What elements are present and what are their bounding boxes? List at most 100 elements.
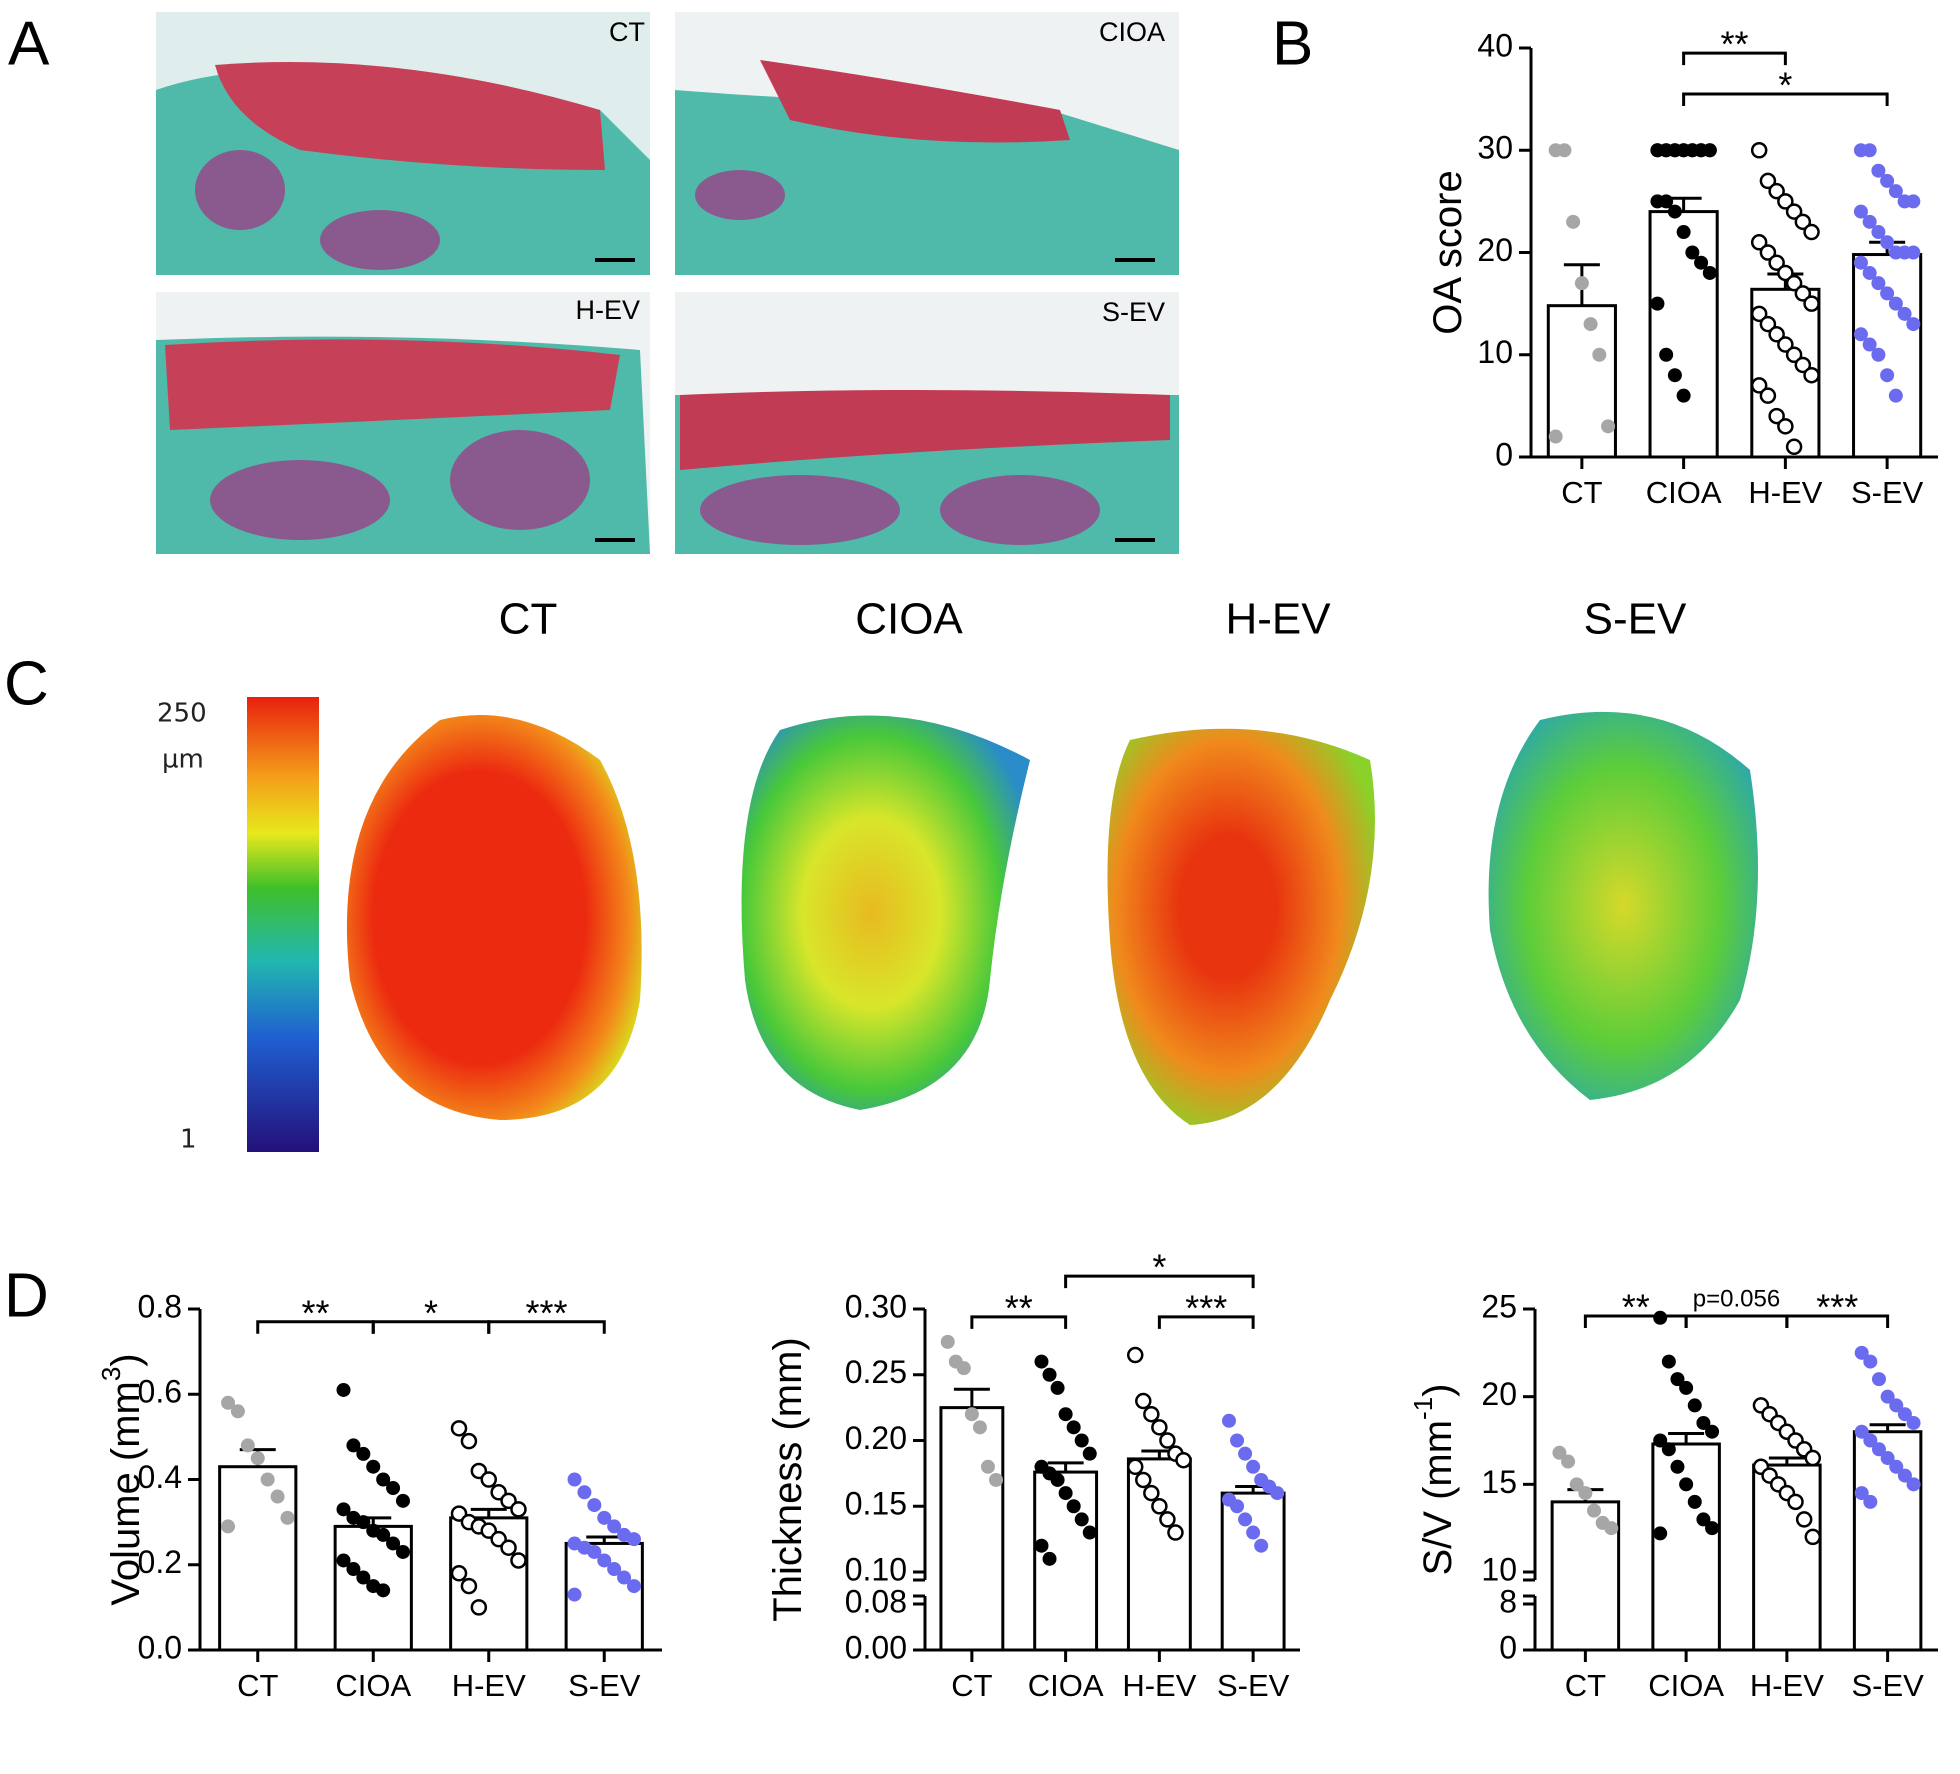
data-point bbox=[1661, 1354, 1676, 1369]
thickness-map bbox=[346, 715, 642, 1120]
group-title: CT bbox=[499, 595, 558, 644]
data-point bbox=[1768, 182, 1785, 200]
x-tick-label: H-EV bbox=[1750, 1668, 1824, 1703]
y-axis-label-part: S/V (mm bbox=[1416, 1420, 1460, 1576]
data-point bbox=[1888, 296, 1903, 311]
x-tick-label: H-EV bbox=[1122, 1668, 1196, 1703]
data-point bbox=[989, 1472, 1004, 1487]
significance-label: ** bbox=[301, 1292, 329, 1333]
scale-max: 250 bbox=[157, 699, 207, 729]
significance-bracket bbox=[970, 1315, 1068, 1329]
data-point bbox=[1696, 1415, 1711, 1430]
data-point bbox=[1777, 193, 1794, 210]
data-point bbox=[1759, 387, 1777, 404]
panel-label: B bbox=[1272, 9, 1313, 78]
data-point bbox=[1862, 143, 1877, 158]
data-point bbox=[221, 1519, 236, 1534]
data-point bbox=[230, 1404, 245, 1419]
data-point bbox=[1659, 194, 1674, 209]
group-title: S-EV bbox=[1584, 595, 1687, 644]
significance-label: * bbox=[1152, 1247, 1166, 1288]
data-point bbox=[1871, 163, 1886, 178]
data-point bbox=[1230, 1499, 1245, 1514]
data-point bbox=[1871, 347, 1886, 362]
x-tick-label: CIOA bbox=[335, 1668, 411, 1703]
data-point bbox=[1785, 346, 1803, 363]
error-bar bbox=[1047, 1461, 1084, 1473]
data-point bbox=[1676, 388, 1691, 403]
data-point bbox=[1246, 1525, 1261, 1540]
data-point bbox=[1880, 173, 1895, 188]
data-point bbox=[1246, 1459, 1261, 1474]
y-axis-label-part: -1 bbox=[1408, 1397, 1438, 1420]
data-point bbox=[1803, 223, 1820, 241]
x-tick-label: S-EV bbox=[1851, 1668, 1924, 1703]
y-axis-label: Thickness (mm) bbox=[766, 1337, 810, 1621]
data-point bbox=[1592, 347, 1607, 362]
significance-label: *** bbox=[1185, 1287, 1227, 1328]
y-axis-label-part: Thickness (mm) bbox=[766, 1337, 810, 1621]
data-point bbox=[1687, 1494, 1702, 1509]
x-tick-label: CIOA bbox=[1028, 1668, 1104, 1703]
y-axis-label-part: Volume (mm bbox=[104, 1381, 148, 1606]
scale-min: 1 bbox=[180, 1125, 197, 1155]
data-point bbox=[1777, 336, 1794, 353]
data-point bbox=[1906, 1415, 1921, 1430]
data-point bbox=[1552, 1445, 1567, 1460]
data-point bbox=[1566, 214, 1581, 229]
x-tick-label: CT bbox=[1561, 475, 1602, 510]
data-point bbox=[1587, 1503, 1602, 1518]
data-point bbox=[1694, 255, 1709, 270]
data-point bbox=[1126, 1346, 1144, 1364]
data-point bbox=[1561, 1454, 1576, 1469]
data-point bbox=[1785, 274, 1803, 292]
data-point bbox=[626, 1532, 641, 1547]
data-point bbox=[510, 1501, 527, 1518]
data-point bbox=[1679, 1477, 1694, 1492]
data-point bbox=[1569, 1477, 1584, 1492]
data-point bbox=[356, 1570, 371, 1585]
x-tick-label: H-EV bbox=[452, 1668, 526, 1703]
data-point bbox=[1889, 1459, 1904, 1474]
data-point bbox=[1238, 1512, 1253, 1527]
data-point bbox=[336, 1382, 351, 1397]
data-point bbox=[1888, 388, 1903, 403]
y-tick-label: 25 bbox=[1481, 1288, 1517, 1324]
data-point bbox=[980, 1459, 995, 1474]
data-point bbox=[1702, 265, 1717, 280]
significance-label: p=0.056 bbox=[1693, 1285, 1780, 1312]
data-point bbox=[626, 1579, 641, 1594]
data-point bbox=[376, 1527, 391, 1542]
error-bar bbox=[1668, 1431, 1705, 1445]
data-point bbox=[1066, 1420, 1081, 1435]
data-point bbox=[1143, 1405, 1160, 1423]
data-point bbox=[395, 1544, 410, 1559]
y-tick-label: 0 bbox=[1499, 1629, 1517, 1665]
significance-bracket bbox=[1682, 51, 1787, 66]
data-point bbox=[1777, 418, 1794, 435]
significance-bracket bbox=[1682, 92, 1889, 107]
data-point bbox=[1897, 306, 1912, 321]
data-point bbox=[1135, 1392, 1152, 1410]
data-point bbox=[1906, 317, 1921, 332]
data-point bbox=[1604, 1521, 1619, 1536]
data-point bbox=[395, 1493, 410, 1508]
data-point bbox=[1750, 142, 1768, 159]
data-point bbox=[1659, 347, 1674, 362]
data-point bbox=[1862, 337, 1877, 352]
bar bbox=[1126, 1457, 1192, 1652]
y-tick-label: 30 bbox=[1477, 130, 1513, 166]
data-point bbox=[940, 1334, 955, 1349]
data-point bbox=[617, 1570, 632, 1585]
data-point bbox=[1871, 1372, 1886, 1387]
y-tick-label: 0.30 bbox=[845, 1288, 907, 1324]
data-point bbox=[1787, 1493, 1804, 1511]
data-point bbox=[470, 1599, 488, 1616]
data-point bbox=[972, 1420, 987, 1435]
y-tick-label: 0.2 bbox=[138, 1544, 182, 1580]
color-scale bbox=[247, 697, 319, 1152]
x-tick-label: H-EV bbox=[1748, 475, 1822, 510]
bar bbox=[218, 1465, 298, 1652]
significance-bracket bbox=[487, 1320, 606, 1334]
data-point bbox=[336, 1553, 351, 1568]
